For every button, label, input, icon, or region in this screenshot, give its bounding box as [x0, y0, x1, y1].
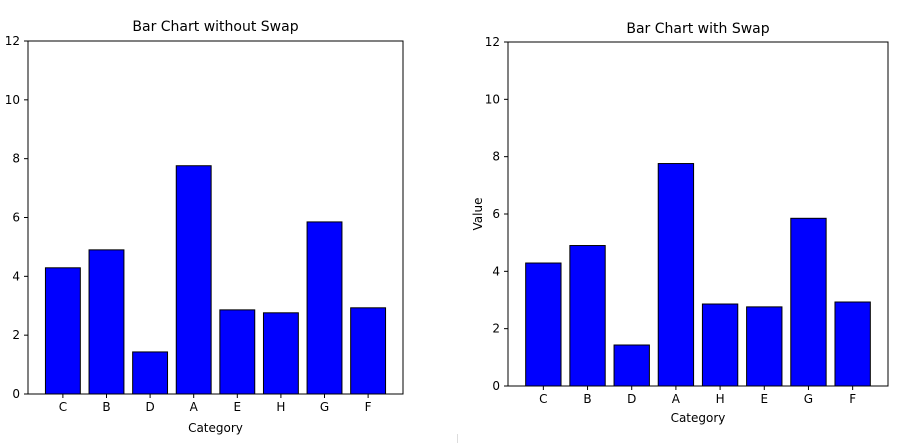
y-tick-label: 2	[492, 322, 500, 336]
axes-frame	[27, 40, 404, 395]
bar-C	[525, 262, 562, 387]
x-tick-label: G	[804, 392, 813, 406]
y-axis-label: Value	[0, 201, 1, 234]
chart-panel-1: C B D A E H G F 0 2 4 6 8 10 12 Bar Chart without Swap C…	[0, 19, 404, 435]
bar-B	[88, 249, 125, 395]
chart-title: Bar Chart with Swap	[626, 21, 769, 37]
y-tick-label: 6	[12, 211, 20, 225]
bar-F	[350, 307, 387, 395]
x-tick-label: A	[190, 400, 199, 414]
bar-B	[569, 245, 606, 387]
y-tick-label: 8	[12, 152, 20, 166]
y-tick-label: 12	[5, 34, 20, 48]
chart-panel-2: C B D A H E G F 0 2 4 6 8 10 12 Bar Chart with Swap Cate…	[471, 21, 889, 425]
bar-H	[262, 312, 299, 395]
x-tick-label: A	[672, 392, 681, 406]
bar-E	[746, 306, 783, 387]
divider	[457, 434, 458, 443]
x-axis-label: Category	[671, 411, 726, 425]
y-tick-label: 8	[492, 150, 500, 164]
y-tick-label: 0	[492, 379, 500, 393]
y-tick-label: 12	[485, 35, 500, 49]
x-tick-label: D	[145, 400, 154, 414]
x-tick-label: E	[760, 392, 768, 406]
bar-D	[613, 344, 650, 387]
bar-C	[44, 267, 81, 395]
x-axis-label: Category	[188, 421, 243, 435]
bar-G	[790, 217, 827, 387]
y-tick-label: 6	[492, 207, 500, 221]
x-tick-label: H	[276, 400, 285, 414]
y-tick-label: 4	[12, 269, 20, 283]
y-axis-label: Value	[471, 198, 485, 231]
y-tick-label: 4	[492, 264, 500, 278]
bar-A	[175, 165, 212, 395]
y-tick-label: 0	[12, 387, 20, 401]
x-tick-label: D	[627, 392, 636, 406]
bar-D	[132, 351, 169, 395]
bar-A	[657, 163, 695, 387]
x-tick-label: B	[583, 392, 591, 406]
bar-F	[834, 301, 871, 387]
bar-G	[306, 221, 343, 395]
y-tick-label: 2	[12, 328, 20, 342]
x-tick-label: C	[59, 400, 67, 414]
bar-E	[219, 309, 256, 395]
x-tick-label: H	[716, 392, 725, 406]
chart-title: Bar Chart without Swap	[132, 19, 298, 35]
x-tick-label: F	[849, 392, 856, 406]
x-tick-label: E	[234, 400, 242, 414]
x-tick-label: F	[365, 400, 372, 414]
bar-H	[701, 303, 739, 387]
x-tick-label: C	[539, 392, 547, 406]
x-tick-label: B	[102, 400, 110, 414]
y-tick-label: 10	[5, 93, 20, 107]
x-tick-label: G	[320, 400, 329, 414]
y-tick-label: 10	[485, 92, 500, 106]
axes-frame	[507, 41, 889, 387]
